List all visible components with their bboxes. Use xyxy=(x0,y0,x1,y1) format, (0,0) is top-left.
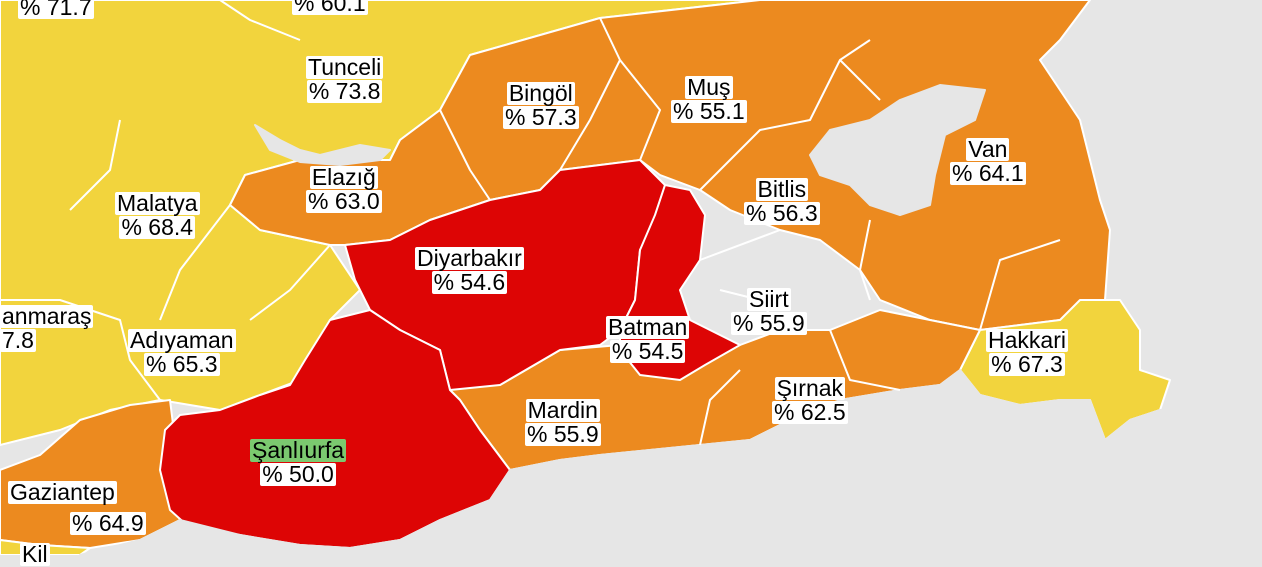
label-gaziantep[interactable]: Gaziantep xyxy=(8,481,117,504)
bingol-value: % 57.3 xyxy=(503,104,579,130)
sirnak-name: Şırnak xyxy=(774,375,846,401)
mus-value: % 55.1 xyxy=(671,98,747,124)
label-bitlis[interactable]: Bitlis % 56.3 xyxy=(744,178,820,225)
diyarbakir-value: % 54.6 xyxy=(431,269,508,295)
province-map xyxy=(0,0,1262,555)
adiyaman-name: Adıyaman xyxy=(128,327,236,353)
van-value: % 64.1 xyxy=(950,160,1026,186)
mardin-name: Mardin xyxy=(525,397,600,423)
tunceli-value: % 73.8 xyxy=(306,78,383,104)
label-elazig[interactable]: Elazığ % 63.0 xyxy=(306,166,382,213)
label-mardin[interactable]: Mardin % 55.9 xyxy=(525,399,601,446)
bitlis-name: Bitlis xyxy=(755,176,809,202)
elazig-value: % 63.0 xyxy=(306,188,382,214)
top-mid-value: % 60.1 xyxy=(292,0,368,15)
label-sanliurfa[interactable]: Şanlıurfa % 50.0 xyxy=(250,437,347,487)
label-gaziantep-value: % 64.9 xyxy=(70,512,146,535)
label-siirt[interactable]: Siirt % 55.9 xyxy=(731,288,807,335)
van-lake xyxy=(809,84,986,216)
malatya-name: Malatya xyxy=(115,190,200,216)
label-top-left: % 71.7 xyxy=(18,0,94,19)
province-borders xyxy=(0,0,1061,446)
gaziantep-value: % 64.9 xyxy=(70,510,146,536)
batman-value: % 54.5 xyxy=(609,338,686,364)
dam-lake xyxy=(254,124,391,166)
gaziantep-name: Gaziantep xyxy=(8,479,117,505)
tunceli-name: Tunceli xyxy=(306,54,384,80)
adiyaman-value: % 65.3 xyxy=(143,351,220,377)
sanliurfa-value: % 50.0 xyxy=(260,461,336,487)
label-bingol[interactable]: Bingöl % 57.3 xyxy=(503,82,579,129)
bingol-name: Bingöl xyxy=(506,80,575,106)
mardin-value: % 55.9 xyxy=(525,421,601,447)
label-malatya[interactable]: Malatya % 68.4 xyxy=(115,192,200,239)
label-van[interactable]: Van % 64.1 xyxy=(950,138,1026,185)
bitlis-value: % 56.3 xyxy=(744,200,820,226)
top-left-value: % 71.7 xyxy=(18,0,94,19)
van-name: Van xyxy=(966,136,1010,162)
label-hakkari[interactable]: Hakkari % 67.3 xyxy=(986,329,1068,376)
label-kahramanmaras[interactable]: anmaraş 7.8 xyxy=(0,303,94,353)
kahramanmaras-value: 7.8 xyxy=(0,327,36,353)
siirt-name: Siirt xyxy=(746,286,791,312)
label-batman[interactable]: Batman % 54.5 xyxy=(606,314,690,364)
diyarbakir-name: Diyarbakır xyxy=(415,245,524,271)
batman-name: Batman xyxy=(606,314,690,340)
mus-name: Muş xyxy=(685,74,733,100)
label-mus[interactable]: Muş % 55.1 xyxy=(671,76,747,123)
siirt-value: % 55.9 xyxy=(731,310,807,336)
label-top-mid: % 60.1 xyxy=(292,0,368,15)
sanliurfa-name: Şanlıurfa xyxy=(250,437,347,463)
label-adiyaman[interactable]: Adıyaman % 65.3 xyxy=(128,329,236,376)
sirnak-value: % 62.5 xyxy=(772,399,848,425)
kahramanmaras-name: anmaraş xyxy=(0,303,94,329)
southern-border-area xyxy=(79,369,1262,555)
malatya-value: % 68.4 xyxy=(119,214,196,240)
hakkari-name: Hakkari xyxy=(986,327,1068,353)
hakkari-value: % 67.3 xyxy=(989,351,1065,377)
label-diyarbakir[interactable]: Diyarbakır % 54.6 xyxy=(415,247,524,294)
label-sirnak[interactable]: Şırnak % 62.5 xyxy=(772,377,848,424)
label-tunceli[interactable]: Tunceli % 73.8 xyxy=(306,54,384,104)
elazig-name: Elazığ xyxy=(309,164,378,190)
